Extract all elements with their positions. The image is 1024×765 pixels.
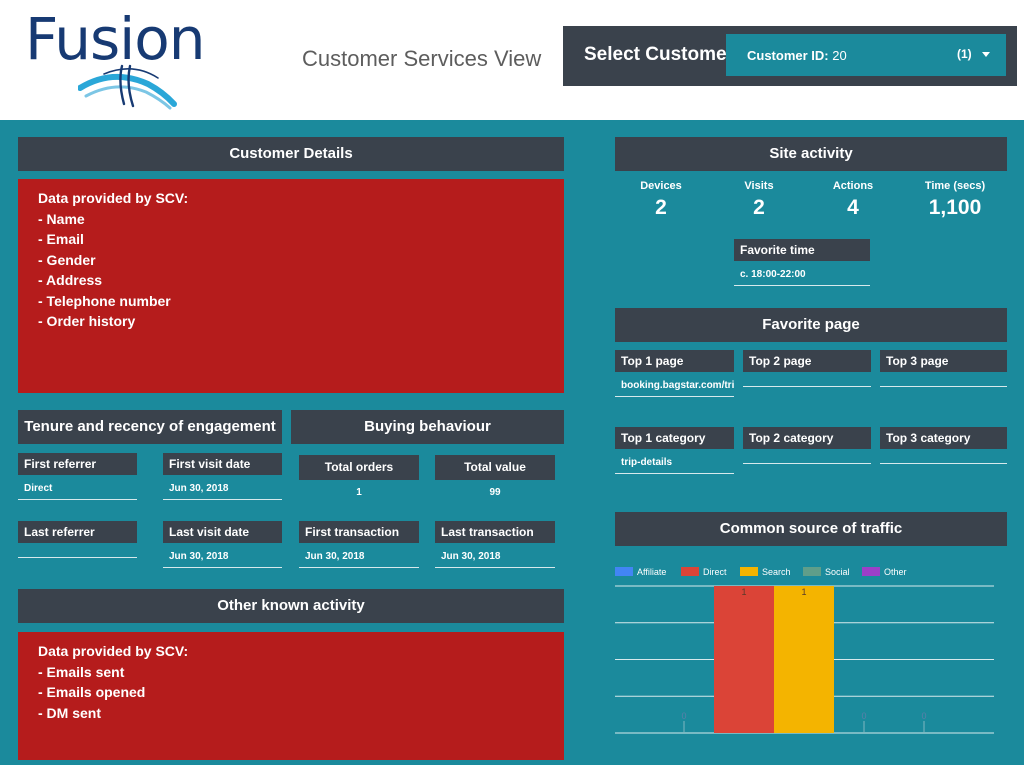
top1-page-label: Top 1 page: [615, 350, 734, 372]
legend-swatch: [740, 567, 758, 576]
legend-label: Other: [884, 567, 907, 577]
page-title: Customer Services View: [302, 46, 542, 71]
customer-dropdown[interactable]: Customer ID: 20 (1): [726, 34, 1006, 76]
actions-value: 4: [847, 196, 859, 219]
first-transaction-value: Jun 30, 2018: [299, 550, 419, 568]
favorite-time-label: Favorite time: [734, 239, 870, 261]
total-value-value: 99: [489, 487, 501, 498]
legend-item-affiliate[interactable]: Affiliate: [615, 567, 666, 577]
visits-value: 2: [753, 196, 765, 219]
detail-line: - Telephone number: [38, 292, 171, 309]
top1-category-label: Top 1 category: [615, 427, 734, 449]
time-scorecard: Time (secs) 1,100: [910, 180, 1000, 220]
legend-swatch: [615, 567, 633, 576]
time-value: 1,100: [928, 196, 982, 219]
legend-item-other[interactable]: Other: [862, 567, 907, 577]
legend-label: Affiliate: [637, 567, 667, 577]
top3-category-value: [880, 446, 1007, 464]
top3-category-label: Top 3 category: [880, 427, 1007, 449]
legend-swatch: [803, 567, 821, 576]
data-label: 0: [921, 711, 926, 721]
top2-category-label: Top 2 category: [743, 427, 871, 449]
customer-dropdown-value: Customer ID: 20: [747, 48, 847, 63]
last-referrer-label: Last referrer: [18, 521, 137, 543]
activity-line: - Emails sent: [38, 663, 125, 680]
top1-page-value[interactable]: booking.bagstar.com/tri...: [615, 379, 734, 397]
first-visit-value: Jun 30, 2018: [163, 482, 282, 500]
data-label: 1: [741, 587, 746, 597]
legend-label: Social: [825, 567, 850, 577]
other-activity-panel: Data provided by SCV: - Emails sent - Em…: [18, 632, 564, 760]
tenure-header: Tenure and recency of engagement: [18, 410, 282, 444]
top2-category-value: [743, 446, 871, 464]
logo-swoosh-icon: [78, 64, 177, 110]
total-value-label: Total value: [435, 455, 555, 480]
time-label: Time (secs): [924, 180, 986, 192]
devices-value: 2: [655, 196, 667, 219]
detail-line: - Order history: [38, 313, 136, 329]
legend-label: Search: [762, 567, 791, 577]
bar-direct: [714, 586, 774, 733]
detail-line: Data provided by SCV:: [38, 190, 189, 206]
first-visit-label: First visit date: [163, 453, 282, 475]
first-transaction-label: First transaction: [299, 521, 419, 543]
visits-scorecard: Visits 2: [719, 180, 799, 220]
customer-details-header: Customer Details: [18, 137, 564, 171]
selection-count: (1): [957, 47, 972, 61]
other-activity-header: Other known activity: [18, 589, 564, 623]
actions-label: Actions: [832, 180, 874, 192]
devices-label: Devices: [640, 180, 682, 192]
first-referrer-label: First referrer: [18, 453, 137, 475]
top2-page-value: [743, 369, 871, 387]
last-transaction-value: Jun 30, 2018: [435, 550, 555, 568]
last-visit-value: Jun 30, 2018: [163, 550, 282, 568]
activity-line: Data provided by SCV:: [38, 643, 189, 659]
top2-page-label: Top 2 page: [743, 350, 871, 372]
activity-line: - DM sent: [38, 704, 101, 721]
logo-text: Fusion: [25, 5, 206, 73]
top3-page-label: Top 3 page: [880, 350, 1007, 372]
detail-line: - Email: [38, 231, 84, 247]
data-label: 0: [861, 711, 866, 721]
last-visit-label: Last visit date: [163, 521, 282, 543]
legend-item-direct[interactable]: Direct: [681, 567, 727, 577]
customer-id-value: 20: [832, 48, 847, 63]
data-label: 0: [681, 711, 686, 721]
detail-line: - Gender: [38, 251, 96, 268]
customer-details-panel: Data provided by SCV: - Name - Email - G…: [18, 179, 564, 393]
data-label: 1: [801, 587, 806, 597]
last-referrer-value: [18, 540, 137, 558]
top3-page-value: [880, 369, 1007, 387]
detail-line: - Name: [38, 210, 85, 227]
detail-line: - Address: [38, 272, 103, 288]
customer-id-label: Customer ID:: [747, 48, 829, 63]
legend-swatch: [681, 567, 699, 576]
actions-scorecard: Actions 4: [813, 180, 893, 220]
select-customer-label: Select Customer:: [584, 44, 741, 65]
site-activity-header: Site activity: [615, 137, 1007, 171]
legend-item-search[interactable]: Search: [740, 567, 791, 577]
devices-scorecard: Devices 2: [621, 180, 701, 220]
favorite-time-value: c. 18:00-22:00: [734, 268, 870, 286]
legend-label: Direct: [703, 567, 727, 577]
activity-line: - Emails opened: [38, 684, 146, 700]
first-referrer-value: Direct: [18, 482, 137, 500]
favorite-page-header: Favorite page: [615, 308, 1007, 342]
buying-behaviour-header: Buying behaviour: [291, 410, 564, 444]
customer-selector-panel: Select Customer: Customer ID: 20 (1): [563, 26, 1017, 86]
top1-category-value: trip-details: [615, 456, 734, 474]
visits-label: Visits: [744, 180, 774, 192]
bar-search: [774, 586, 834, 733]
legend-swatch: [862, 567, 880, 576]
traffic-header: Common source of traffic: [615, 512, 1007, 546]
legend-item-social[interactable]: Social: [803, 567, 850, 577]
last-transaction-label: Last transaction: [435, 521, 555, 543]
header: Fusion Customer Services View Select Cus…: [0, 0, 1024, 120]
total-orders-label: Total orders: [299, 455, 419, 480]
total-orders-value: 1: [356, 487, 362, 498]
chevron-down-icon[interactable]: [982, 52, 990, 57]
